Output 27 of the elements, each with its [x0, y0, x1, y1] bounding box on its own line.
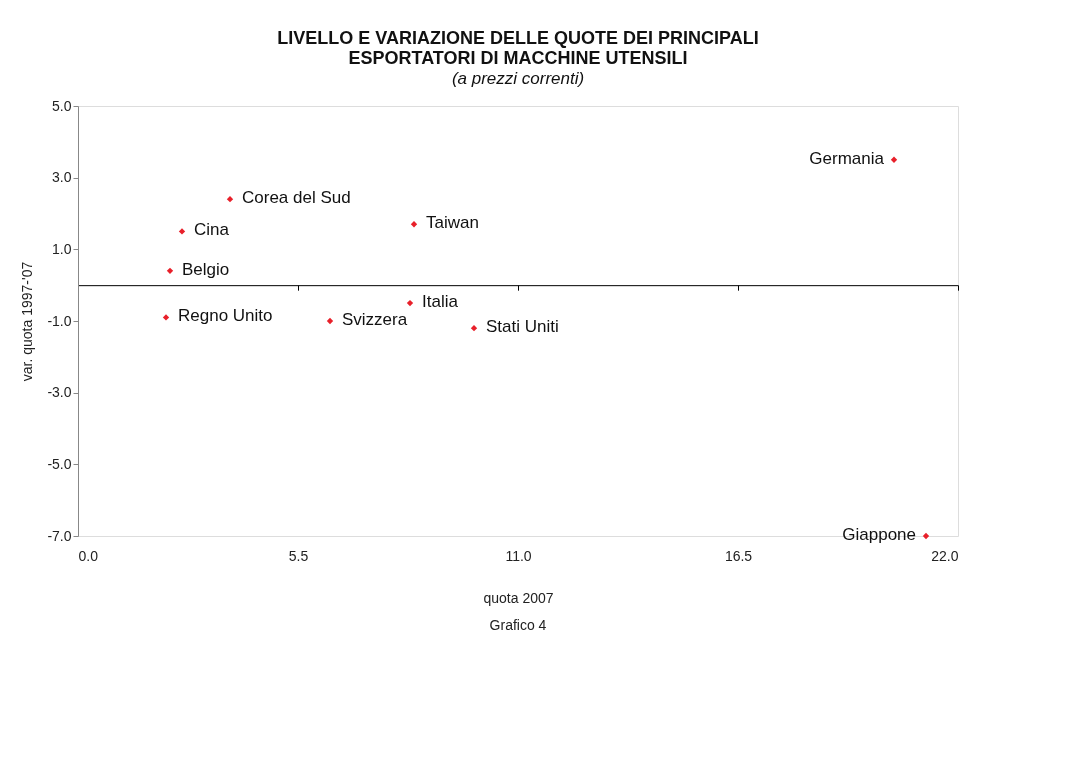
annotation: Corea del Sud — [242, 188, 351, 208]
x-tick-label: 0.0 — [78, 547, 99, 564]
x-tick-label: 22.0 — [931, 547, 959, 564]
y-tick-label: -5.0 — [47, 455, 72, 472]
x-tick-label: 16.5 — [724, 547, 753, 564]
chart-title: LIVELLO E VARIAZIONE DELLE QUOTE DEI PRINCIPALI ESPORTATORI DI MACCHINE UTENSILI — [277, 28, 759, 68]
annotation: Stati Uniti — [486, 317, 559, 337]
y-tick-label: -3.0 — [47, 384, 72, 401]
annotation: Taiwan — [426, 213, 479, 233]
annotation: Belgio — [182, 259, 230, 279]
annotation: Germania — [809, 148, 885, 168]
x-tick-label: 5.5 — [288, 547, 309, 564]
annotation: Regno Unito — [178, 306, 273, 326]
annotation: Cina — [194, 220, 230, 240]
chart-subtitle: (a prezzi correnti) — [451, 69, 585, 88]
y-tick-label: 1.0 — [52, 240, 72, 257]
y-tick-label: -7.0 — [47, 527, 72, 544]
annotation: Italia — [422, 292, 459, 312]
y-tick-label: 5.0 — [52, 97, 72, 114]
y-tick-label: -1.0 — [47, 312, 72, 329]
x-axis-title: quota 2007 — [483, 589, 554, 606]
annotation: Svizzera — [342, 310, 408, 329]
text: Grafico 4 — [489, 617, 547, 633]
y-tick-label: 3.0 — [52, 169, 72, 186]
annotation: Giappone — [842, 525, 916, 544]
x-tick-label: 11.0 — [505, 547, 532, 564]
y-axis-title: var. quota 1997-'07 — [19, 261, 36, 382]
